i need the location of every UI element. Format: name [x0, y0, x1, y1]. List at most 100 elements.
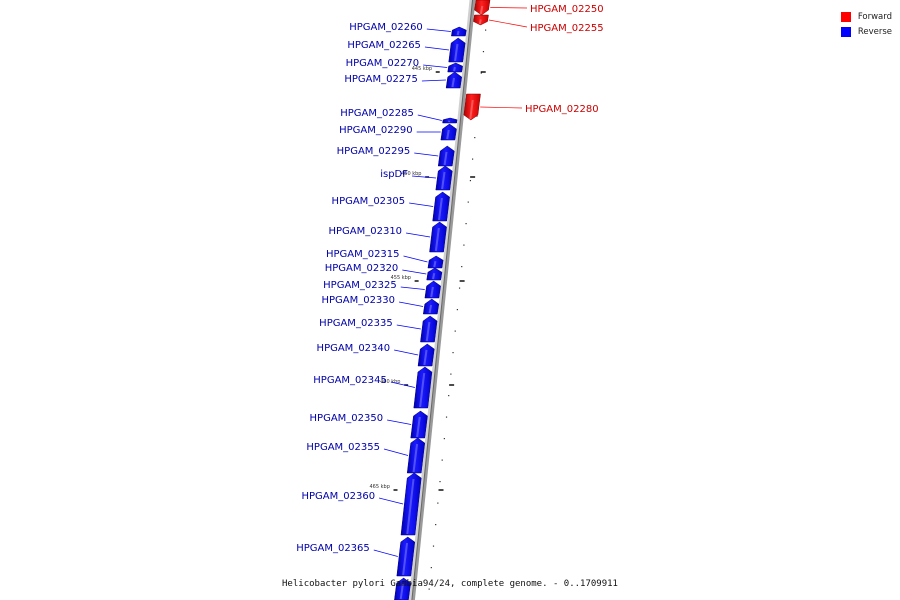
forward-gene[interactable] — [473, 14, 489, 26]
tick-label: 460 kbp — [380, 379, 400, 385]
reverse-gene[interactable] — [445, 71, 462, 89]
reverse-gene-shine — [430, 286, 434, 298]
reverse-gene[interactable] — [424, 280, 441, 299]
minor-tick — [428, 588, 430, 590]
leader-line — [387, 419, 412, 425]
gene-label-reverse[interactable]: HPGAM_02275 — [344, 74, 418, 85]
minor-tick — [435, 524, 437, 526]
minor-tick — [454, 330, 456, 332]
reverse-gene[interactable] — [448, 37, 466, 63]
reverse-gene[interactable] — [394, 577, 411, 600]
reverse-gene[interactable] — [420, 315, 438, 343]
leader-line — [414, 152, 439, 157]
minor-tick — [450, 373, 452, 375]
gene-label-reverse[interactable]: HPGAM_02315 — [326, 249, 400, 260]
minor-tick — [439, 481, 441, 483]
leader-line — [424, 46, 449, 51]
gene-label-reverse[interactable]: HPGAM_02265 — [347, 40, 421, 51]
gene-label-reverse[interactable]: HPGAM_02295 — [337, 146, 411, 157]
reverse-gene[interactable] — [442, 117, 458, 124]
legend-item-forward[interactable]: Forward — [840, 9, 892, 24]
reverse-gene[interactable] — [426, 267, 443, 281]
minor-tick — [469, 180, 472, 182]
legend-label-reverse: Reverse — [857, 26, 892, 37]
reverse-gene-shine — [402, 542, 409, 576]
forward-gene[interactable] — [463, 93, 481, 121]
gene-label-reverse[interactable]: HPGAM_02290 — [339, 125, 413, 136]
minor-tick — [456, 309, 458, 311]
gene-label-reverse[interactable]: HPGAM_02305 — [332, 196, 406, 207]
gene-label-reverse[interactable]: HPGAM_02260 — [349, 22, 423, 33]
gene-label-reverse[interactable]: HPGAM_02365 — [296, 543, 370, 554]
leader-line — [379, 497, 404, 505]
minor-tick — [463, 244, 465, 246]
tick-label: 455 kbp — [391, 275, 411, 281]
reverse-gene-shine — [441, 171, 446, 190]
tick-label: 465 kbp — [370, 484, 390, 490]
reverse-gene-shine — [443, 151, 448, 166]
legend-item-reverse[interactable]: Reverse — [840, 24, 892, 39]
minor-tick — [445, 416, 448, 418]
leader-line — [417, 114, 442, 121]
reverse-gene[interactable] — [413, 366, 433, 409]
gene-label-reverse[interactable]: ispDF — [380, 169, 408, 180]
backbone-line — [408, 0, 473, 600]
leader-line — [409, 202, 434, 207]
leader-line — [390, 381, 415, 388]
gene-label-reverse[interactable]: HPGAM_02285 — [340, 108, 414, 119]
reverse-gene[interactable] — [422, 298, 440, 315]
leader-line — [400, 286, 425, 290]
backbone-layer — [408, 0, 476, 600]
legend-label-forward: Forward — [857, 11, 892, 22]
gene-label-reverse[interactable]: HPGAM_02330 — [321, 295, 395, 306]
reverse-gene-shine — [406, 478, 415, 535]
gene-label-reverse[interactable]: HPGAM_02340 — [317, 343, 391, 354]
reverse-gene-shine — [416, 416, 421, 438]
gene-label-reverse[interactable]: HPGAM_02310 — [328, 226, 402, 237]
gene-features[interactable] — [394, 0, 491, 600]
gene-label-reverse[interactable]: HPGAM_02270 — [346, 58, 420, 69]
gene-label-reverse[interactable]: HPGAM_02360 — [302, 491, 376, 502]
reverse-gene[interactable] — [435, 165, 453, 191]
reverse-gene[interactable] — [417, 343, 435, 367]
reverse-gene[interactable] — [429, 221, 447, 253]
gene-label-reverse[interactable]: HPGAM_02345 — [313, 375, 387, 386]
gene-label-forward[interactable]: HPGAM_02255 — [530, 23, 604, 34]
leader-line — [488, 19, 528, 28]
leader-line — [383, 448, 409, 456]
leader-line — [396, 324, 421, 330]
reverse-gene-shine — [447, 120, 451, 123]
gene-labels[interactable]: HPGAM_02260 HPGAM_02265 HPGAM_02270 HPGAM_0… — [296, 4, 604, 557]
leader-line — [402, 269, 427, 275]
reverse-gene-shine — [399, 583, 404, 600]
minor-tick — [458, 287, 461, 289]
gene-label-forward[interactable]: HPGAM_02250 — [530, 4, 604, 15]
minor-tick — [471, 158, 474, 160]
reverse-gene[interactable] — [451, 26, 467, 37]
gene-label-reverse[interactable]: HPGAM_02355 — [306, 442, 380, 453]
minor-tick — [452, 352, 454, 354]
reverse-gene[interactable] — [440, 123, 457, 141]
gene-label-reverse[interactable]: HPGAM_02350 — [310, 413, 384, 424]
minor-tick — [437, 502, 439, 504]
reverse-gene-shine — [425, 321, 431, 342]
minor-tick — [432, 545, 435, 547]
minor-tick — [482, 51, 485, 53]
reverse-gene-shine — [453, 66, 456, 72]
minor-tick — [480, 72, 482, 74]
gene-label-forward[interactable]: HPGAM_02280 — [525, 104, 599, 115]
reverse-gene-shine — [419, 372, 426, 408]
forward-gene[interactable] — [474, 0, 491, 16]
minor-tick — [467, 201, 469, 203]
reverse-gene[interactable] — [400, 472, 422, 536]
minor-tick — [430, 567, 432, 569]
gene-label-reverse[interactable]: HPGAM_02325 — [323, 280, 397, 291]
leader-line — [373, 549, 398, 557]
legend: Forward Reverse — [840, 9, 892, 39]
reverse-gene[interactable] — [432, 191, 450, 222]
gene-label-reverse[interactable]: HPGAM_02335 — [319, 318, 393, 329]
forward-gene-shine — [479, 5, 484, 15]
reverse-gene[interactable] — [396, 536, 416, 577]
gene-label-reverse[interactable]: HPGAM_02320 — [325, 263, 399, 274]
